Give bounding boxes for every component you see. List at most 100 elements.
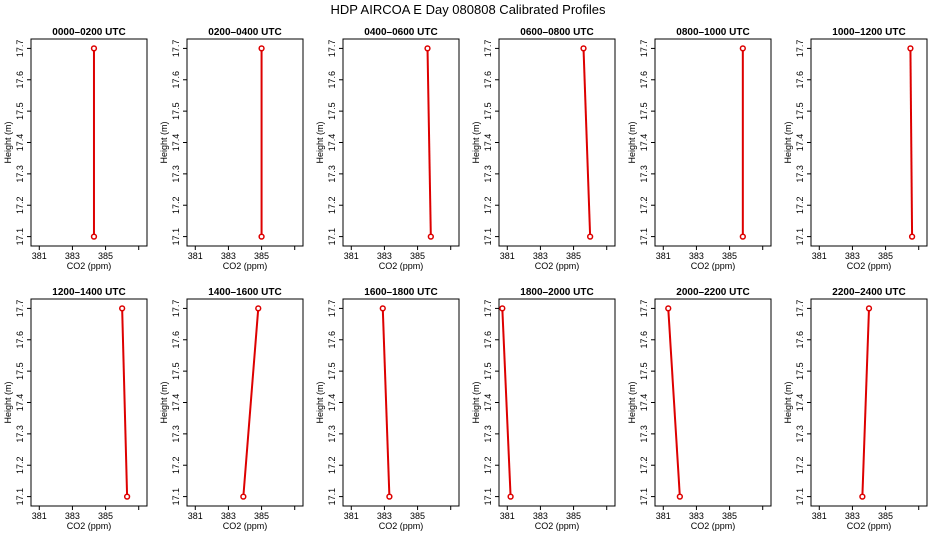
y-tick-label: 17.3 <box>639 425 649 443</box>
profile-line <box>121 308 129 497</box>
x-tick-label: 385 <box>254 511 269 521</box>
profile-point <box>386 493 393 500</box>
y-tick-label: 17.4 <box>171 394 181 412</box>
x-tick-label: 385 <box>98 511 113 521</box>
profile-point <box>258 233 265 240</box>
profile-point <box>586 233 594 240</box>
y-tick-label: 17.3 <box>483 425 493 443</box>
x-tick-label: 381 <box>188 511 203 521</box>
panel-title: 0400–0600 UTC <box>364 27 437 38</box>
y-tick-label: 17.1 <box>15 488 25 506</box>
y-tick-label: 17.3 <box>15 165 25 183</box>
y-tick-label: 17.3 <box>171 165 181 183</box>
x-axis-label: CO2 (ppm) <box>535 261 580 271</box>
y-tick-label: 17.5 <box>327 102 337 120</box>
profile-point <box>424 45 431 52</box>
y-tick-label: 17.3 <box>795 165 805 183</box>
y-axis-label: Height (m) <box>315 381 325 423</box>
y-tick-label: 17.5 <box>795 362 805 380</box>
profile-point <box>665 305 672 312</box>
profile-point <box>90 233 98 240</box>
y-tick-label: 17.4 <box>639 394 649 412</box>
y-tick-label: 17.2 <box>327 196 337 214</box>
y-tick-label: 17.1 <box>15 228 25 246</box>
y-tick-label: 17.4 <box>483 134 493 152</box>
y-tick-label: 17.4 <box>639 134 649 152</box>
y-tick-label: 17.2 <box>15 456 25 474</box>
x-tick-label: 383 <box>377 251 392 261</box>
panel-title: 0800–1000 UTC <box>676 27 749 38</box>
y-tick-label: 17.2 <box>639 456 649 474</box>
x-tick-label: 383 <box>65 511 80 521</box>
x-tick-label: 383 <box>221 511 236 521</box>
plot-frame <box>342 38 460 247</box>
profile-point <box>908 233 916 240</box>
y-tick-label: 17.6 <box>639 71 649 89</box>
profile-point <box>739 233 746 240</box>
y-tick-label: 17.3 <box>15 425 25 443</box>
plot-frame <box>654 298 772 507</box>
y-tick-label: 17.3 <box>639 165 649 183</box>
profile-point <box>240 493 247 500</box>
y-tick-label: 17.1 <box>327 228 337 246</box>
y-tick-label: 17.7 <box>171 40 181 58</box>
y-axis-label: Height (m) <box>3 381 13 423</box>
x-tick-label: 385 <box>410 511 425 521</box>
figure-title: HDP AIRCOA E Day 080808 Calibrated Profi… <box>330 2 606 17</box>
x-tick-label: 385 <box>878 251 893 261</box>
x-tick-label: 385 <box>566 511 581 521</box>
panel-title: 1400–1600 UTC <box>208 287 281 298</box>
y-tick-label: 17.7 <box>639 300 649 318</box>
plot-frame <box>186 38 304 247</box>
x-axis-label: CO2 (ppm) <box>847 521 892 531</box>
y-tick-label: 17.2 <box>795 456 805 474</box>
x-tick-label: 383 <box>845 251 860 261</box>
y-tick-label: 17.3 <box>171 425 181 443</box>
x-tick-label: 381 <box>32 251 47 261</box>
profile-point <box>580 45 587 52</box>
profile-line <box>667 308 681 497</box>
profile-point <box>739 45 746 52</box>
y-tick-label: 17.5 <box>483 362 493 380</box>
x-tick-label: 381 <box>344 251 359 261</box>
y-tick-label: 17.6 <box>795 331 805 349</box>
plot-frame <box>654 38 772 247</box>
panel-title: 1000–1200 UTC <box>832 27 905 38</box>
y-axis-label: Height (m) <box>627 381 637 423</box>
y-tick-label: 17.6 <box>15 331 25 349</box>
y-tick-label: 17.7 <box>15 300 25 318</box>
x-tick-label: 383 <box>533 251 548 261</box>
y-axis-label: Height (m) <box>315 121 325 163</box>
y-axis-label: Height (m) <box>783 121 793 163</box>
y-tick-label: 17.1 <box>639 228 649 246</box>
x-tick-label: 381 <box>32 511 47 521</box>
profile-line <box>582 48 592 237</box>
x-axis-label: CO2 (ppm) <box>67 521 112 531</box>
y-tick-label: 17.2 <box>15 196 25 214</box>
profile-point <box>676 493 684 500</box>
plot-frame <box>30 38 148 247</box>
x-axis-label: CO2 (ppm) <box>691 261 736 271</box>
profile-line <box>242 308 260 497</box>
plot-frame <box>498 38 616 247</box>
y-tick-label: 17.1 <box>795 488 805 506</box>
y-tick-label: 17.1 <box>639 488 649 506</box>
y-tick-label: 17.4 <box>327 134 337 152</box>
x-axis-label: CO2 (ppm) <box>535 521 580 531</box>
x-tick-label: 383 <box>845 511 860 521</box>
x-tick-label: 385 <box>878 511 893 521</box>
y-tick-label: 17.1 <box>327 488 337 506</box>
y-tick-label: 17.1 <box>171 488 181 506</box>
y-tick-label: 17.4 <box>171 134 181 152</box>
x-tick-label: 381 <box>500 511 515 521</box>
y-tick-label: 17.7 <box>483 40 493 58</box>
profile-point <box>427 233 434 240</box>
x-tick-label: 381 <box>500 251 515 261</box>
y-tick-label: 17.6 <box>15 71 25 89</box>
